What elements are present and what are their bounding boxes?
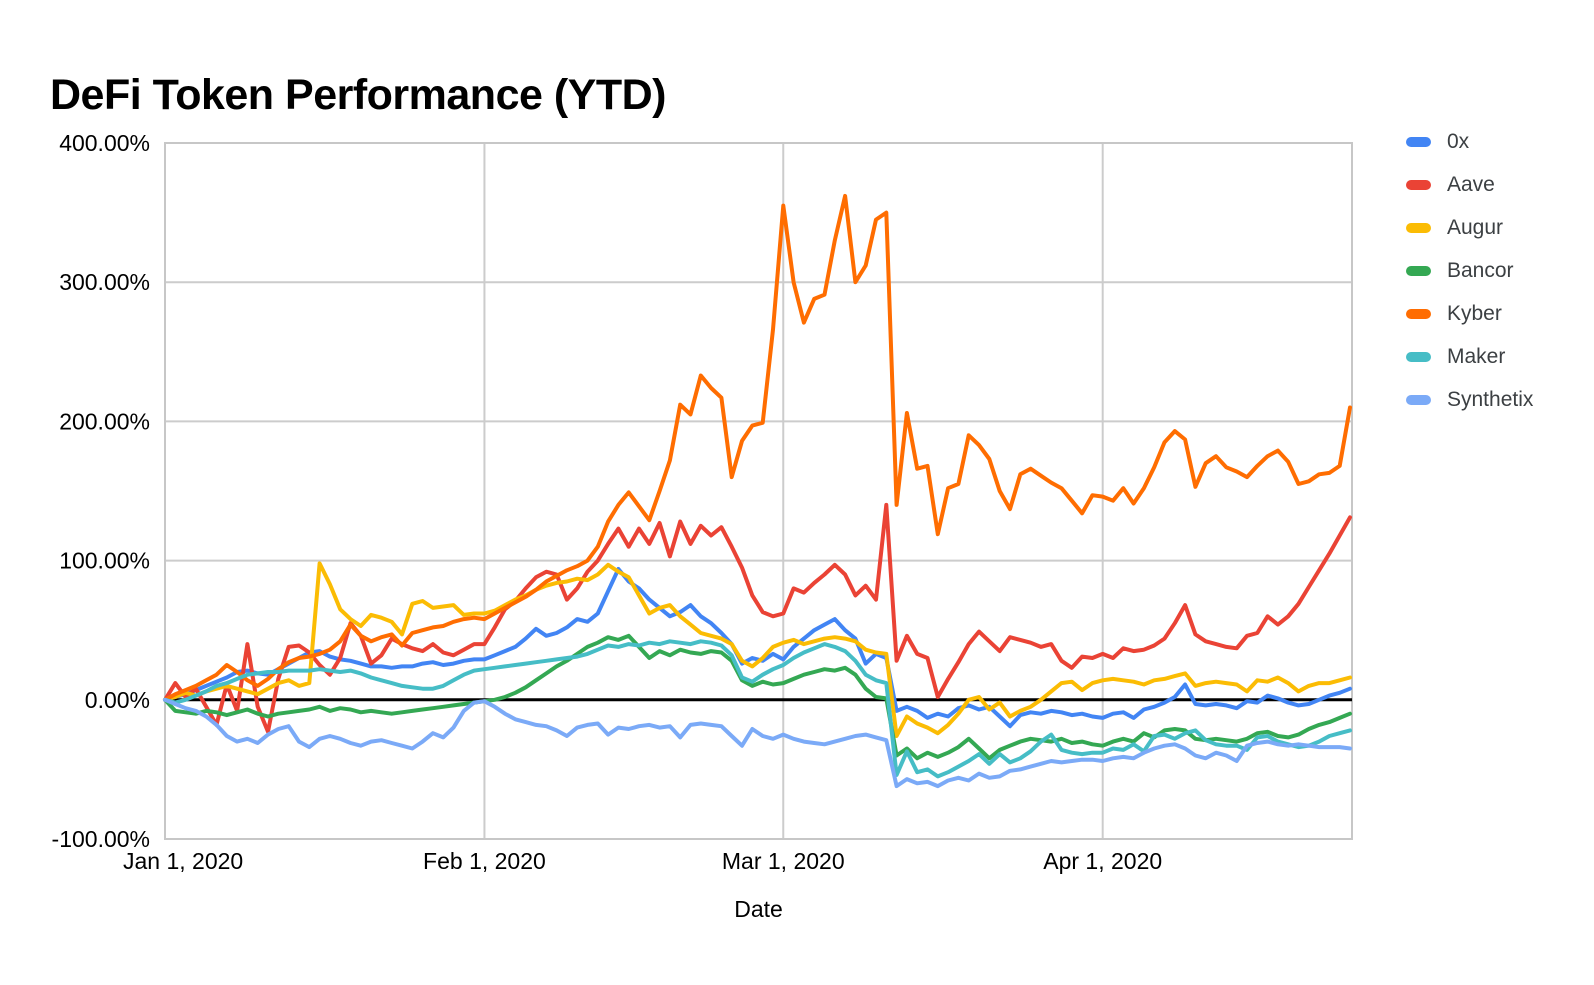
series-line-synthetix[interactable] — [163, 697, 1352, 789]
legend-label: Augur — [1447, 216, 1504, 239]
x-tick-label: Jan 1, 2020 — [123, 848, 243, 874]
legend-item-0x: 0x — [1406, 129, 1533, 155]
legend-swatch-icon — [1406, 223, 1431, 233]
series-line-aave[interactable] — [163, 502, 1352, 734]
chart-title: DeFi Token Performance (YTD) — [50, 70, 667, 119]
y-tick-label: 0.00% — [85, 687, 150, 713]
legend-item-aave: Aave — [1406, 172, 1533, 198]
x-tick-label: Feb 1, 2020 — [423, 848, 546, 874]
series-line-augur[interactable] — [163, 561, 1352, 738]
legend-swatch-icon — [1406, 309, 1431, 319]
legend-item-augur: Augur — [1406, 215, 1533, 241]
legend: 0x Aave Augur Bancor Kyber Maker Synthetix — [1406, 129, 1533, 413]
y-tick-label: -100.00% — [52, 826, 150, 852]
legend-swatch-icon — [1406, 180, 1431, 190]
series-line-0x[interactable] — [163, 567, 1352, 729]
y-tick-label: 300.00% — [59, 269, 150, 295]
legend-item-synthetix: Synthetix — [1406, 387, 1533, 413]
x-tick-label: Mar 1, 2020 — [722, 848, 845, 874]
series-line-kyber[interactable] — [163, 193, 1352, 702]
plot-border — [164, 142, 1353, 840]
series-line-maker[interactable] — [163, 639, 1352, 779]
y-tick-label: 100.00% — [59, 548, 150, 574]
y-tick-label: 200.00% — [59, 408, 150, 434]
legend-swatch-icon — [1406, 266, 1431, 276]
legend-swatch-icon — [1406, 352, 1431, 362]
legend-label: Synthetix — [1447, 388, 1534, 411]
legend-label: Kyber — [1447, 302, 1502, 325]
legend-label: 0x — [1447, 130, 1470, 153]
legend-label: Aave — [1447, 173, 1495, 196]
y-tick-label: 400.00% — [59, 130, 150, 156]
x-axis-title: Date — [734, 896, 783, 922]
legend-item-bancor: Bancor — [1406, 258, 1533, 284]
legend-swatch-icon — [1406, 137, 1431, 147]
legend-item-maker: Maker — [1406, 344, 1533, 370]
legend-label: Maker — [1447, 345, 1506, 368]
x-tick-label: Apr 1, 2020 — [1043, 848, 1162, 874]
legend-item-kyber: Kyber — [1406, 301, 1533, 327]
legend-label: Bancor — [1447, 259, 1514, 282]
legend-swatch-icon — [1406, 395, 1431, 405]
